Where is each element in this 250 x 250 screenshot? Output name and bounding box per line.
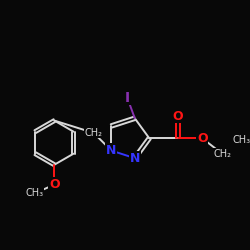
Text: CH₂: CH₂ (213, 149, 231, 159)
Text: CH₃: CH₃ (233, 136, 250, 145)
Text: O: O (49, 178, 60, 191)
Text: O: O (173, 110, 183, 123)
Text: I: I (125, 90, 130, 104)
Text: N: N (130, 152, 140, 165)
Text: N: N (106, 144, 117, 157)
Text: CH₃: CH₃ (26, 188, 44, 198)
Text: O: O (197, 132, 207, 145)
Text: CH₂: CH₂ (85, 128, 103, 138)
